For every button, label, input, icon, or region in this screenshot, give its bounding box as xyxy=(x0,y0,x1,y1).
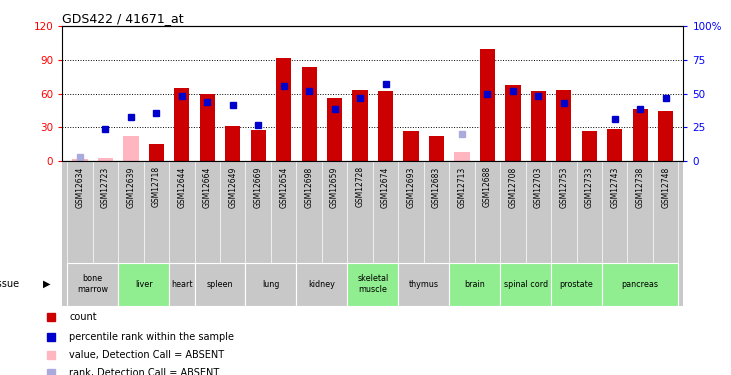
Text: bone
marrow: bone marrow xyxy=(77,274,108,294)
Bar xyxy=(148,144,164,161)
Text: heart: heart xyxy=(171,280,192,289)
Text: GSM12639: GSM12639 xyxy=(126,166,135,208)
Bar xyxy=(169,262,194,306)
Text: thymus: thymus xyxy=(409,280,439,289)
Bar xyxy=(352,90,368,161)
Text: GSM12703: GSM12703 xyxy=(534,166,543,208)
Text: GSM12693: GSM12693 xyxy=(406,166,415,208)
Bar xyxy=(505,85,520,161)
Text: ▶: ▶ xyxy=(43,279,51,289)
Text: GSM12728: GSM12728 xyxy=(355,166,365,207)
Bar xyxy=(276,58,292,161)
Bar xyxy=(480,49,495,161)
Text: count: count xyxy=(69,312,97,322)
Bar xyxy=(327,98,342,161)
Text: GSM12718: GSM12718 xyxy=(152,166,161,207)
Text: skeletal
muscle: skeletal muscle xyxy=(357,274,388,294)
Text: kidney: kidney xyxy=(308,280,336,289)
Bar xyxy=(200,94,215,161)
Bar xyxy=(225,126,240,161)
Text: GSM12708: GSM12708 xyxy=(508,166,518,207)
Text: spinal cord: spinal cord xyxy=(504,280,548,289)
Bar xyxy=(551,262,602,306)
Bar xyxy=(632,110,648,161)
Text: lung: lung xyxy=(262,280,280,289)
Bar xyxy=(454,152,469,161)
Bar xyxy=(347,262,398,306)
Text: GSM12664: GSM12664 xyxy=(202,166,212,208)
Text: brain: brain xyxy=(464,280,485,289)
Text: liver: liver xyxy=(135,280,153,289)
Text: GSM12688: GSM12688 xyxy=(483,166,492,207)
Bar xyxy=(246,262,296,306)
Text: tissue: tissue xyxy=(0,279,20,289)
Bar xyxy=(500,262,551,306)
Text: prostate: prostate xyxy=(560,280,594,289)
Text: GSM12674: GSM12674 xyxy=(381,166,390,208)
Text: GSM12713: GSM12713 xyxy=(458,166,466,207)
Bar xyxy=(582,131,597,161)
Bar xyxy=(296,262,347,306)
Bar xyxy=(607,129,622,161)
Bar xyxy=(531,92,546,161)
Bar xyxy=(67,262,118,306)
Text: GSM12654: GSM12654 xyxy=(279,166,288,208)
Bar xyxy=(658,111,673,161)
Bar xyxy=(429,136,444,161)
Bar xyxy=(378,92,393,161)
Text: GSM12738: GSM12738 xyxy=(636,166,645,207)
Bar xyxy=(404,131,419,161)
Text: GSM12748: GSM12748 xyxy=(661,166,670,207)
Text: spleen: spleen xyxy=(207,280,233,289)
Bar xyxy=(118,262,169,306)
Bar xyxy=(398,262,450,306)
Text: GSM12723: GSM12723 xyxy=(101,166,110,207)
Text: GSM12649: GSM12649 xyxy=(228,166,238,208)
Text: GSM12743: GSM12743 xyxy=(610,166,619,208)
Bar xyxy=(450,262,500,306)
Bar xyxy=(98,158,113,161)
Bar xyxy=(602,262,678,306)
Text: rank, Detection Call = ABSENT: rank, Detection Call = ABSENT xyxy=(69,368,220,375)
Text: GSM12698: GSM12698 xyxy=(305,166,314,207)
Bar xyxy=(72,159,88,161)
Text: GSM12669: GSM12669 xyxy=(254,166,262,208)
Text: GSM12733: GSM12733 xyxy=(585,166,594,208)
Bar xyxy=(251,130,266,161)
Bar xyxy=(124,136,139,161)
Text: GSM12659: GSM12659 xyxy=(330,166,339,208)
Text: GSM12683: GSM12683 xyxy=(432,166,441,207)
Text: GSM12753: GSM12753 xyxy=(559,166,568,208)
Text: value, Detection Call = ABSENT: value, Detection Call = ABSENT xyxy=(69,350,224,360)
Text: GDS422 / 41671_at: GDS422 / 41671_at xyxy=(62,12,183,25)
Text: pancreas: pancreas xyxy=(621,280,659,289)
Text: percentile rank within the sample: percentile rank within the sample xyxy=(69,332,235,342)
Bar xyxy=(194,262,246,306)
Text: GSM12634: GSM12634 xyxy=(75,166,85,208)
Bar xyxy=(174,88,189,161)
Text: GSM12644: GSM12644 xyxy=(178,166,186,208)
Bar xyxy=(556,90,572,161)
Bar xyxy=(301,67,317,161)
